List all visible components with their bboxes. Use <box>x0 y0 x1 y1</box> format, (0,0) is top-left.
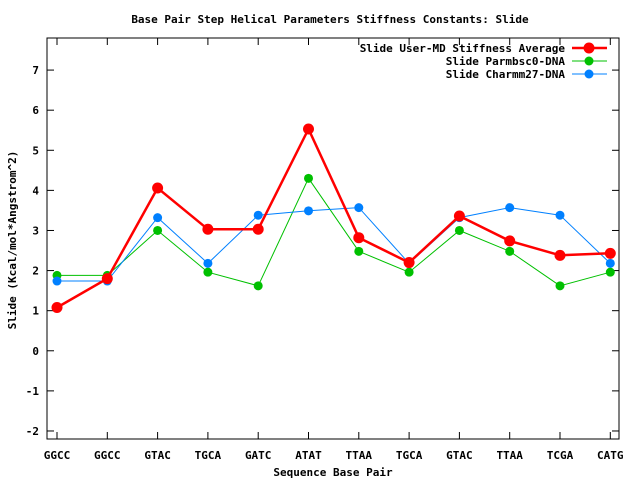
data-point-charmm27 <box>555 210 565 220</box>
x-tick-label: TTAA <box>496 449 523 462</box>
y-tick-label: -2 <box>26 425 39 438</box>
x-tick-label: TGCA <box>396 449 423 462</box>
x-tick-label: TCGA <box>547 449 574 462</box>
legend-swatch-marker <box>584 56 594 66</box>
data-point-parmbsc0 <box>253 281 263 291</box>
data-point-charmm27 <box>52 276 62 286</box>
data-point-user-md-average <box>353 232 365 244</box>
data-point-user-md-average <box>202 223 214 235</box>
data-point-charmm27 <box>253 210 263 220</box>
data-point-charmm27 <box>203 258 213 268</box>
data-point-charmm27 <box>354 203 364 213</box>
data-point-parmbsc0 <box>605 267 615 277</box>
series-line-user-md-average <box>56 126 611 309</box>
series-user-md-average <box>51 123 616 313</box>
x-axis-label: Sequence Base Pair <box>273 466 393 479</box>
data-point-user-md-average <box>152 182 164 194</box>
data-point-user-md-average <box>453 210 465 222</box>
y-tick-label: 6 <box>32 104 39 117</box>
legend-label: Slide User-MD Stiffness Average <box>360 42 566 55</box>
data-point-user-md-average <box>303 123 314 135</box>
x-tick-label: ATAT <box>295 449 322 462</box>
y-tick-label: 1 <box>32 305 39 318</box>
legend-swatch-marker <box>583 42 595 54</box>
series-layer <box>51 123 616 313</box>
legend-label: Slide Parmbsc0-DNA <box>446 55 566 68</box>
data-point-user-md-average <box>504 235 516 247</box>
data-point-charmm27 <box>605 258 615 268</box>
data-point-user-md-average <box>51 301 63 313</box>
data-point-parmbsc0 <box>454 225 464 235</box>
data-point-parmbsc0 <box>203 267 213 277</box>
data-point-parmbsc0 <box>404 267 414 277</box>
plot-frame <box>46 37 620 440</box>
data-point-charmm27 <box>304 206 313 216</box>
series-line-charmm27 <box>57 207 611 282</box>
data-point-parmbsc0 <box>153 225 163 235</box>
x-tick-label: CATG <box>597 449 624 462</box>
data-point-user-md-average <box>101 273 113 285</box>
legend-swatch-marker <box>584 69 594 79</box>
series-line-parmbsc0 <box>57 177 611 287</box>
x-tick-label: TGCA <box>195 449 222 462</box>
data-point-parmbsc0 <box>304 173 313 183</box>
data-point-user-md-average <box>554 249 566 261</box>
y-tick-label: 3 <box>32 224 39 237</box>
chart-title: Base Pair Step Helical Parameters Stiffn… <box>131 13 529 26</box>
x-tick-label: GATC <box>245 449 272 462</box>
x-tick-label: GGCC <box>44 449 71 462</box>
legend-label: Slide Charmm27-DNA <box>446 68 566 81</box>
series-parmbsc0 <box>52 173 615 291</box>
data-point-charmm27 <box>153 213 163 223</box>
data-point-parmbsc0 <box>555 281 565 291</box>
x-tick-label: GTAC <box>446 449 473 462</box>
data-point-user-md-average <box>252 223 264 235</box>
y-tick-label: -1 <box>26 385 40 398</box>
y-axis-label: Slide (Kcal/mol*Angstrom^2) <box>6 151 19 330</box>
y-tick-label: 5 <box>32 144 39 157</box>
y-tick-label: 4 <box>32 184 39 197</box>
x-tick-label: GGCC <box>94 449 121 462</box>
x-tick-label: TTAA <box>346 449 373 462</box>
data-point-user-md-average <box>403 257 415 269</box>
data-point-parmbsc0 <box>505 246 515 256</box>
y-tick-label: 7 <box>32 64 39 77</box>
data-point-user-md-average <box>604 247 616 259</box>
data-point-charmm27 <box>505 203 515 213</box>
ticks-layer: -2 -1 0 1 2 3 4 5 6 7 GGCC GGCC GTAC TGCA GATC ATAT TTAA… <box>26 38 624 462</box>
y-tick-label: 0 <box>32 345 39 358</box>
data-point-parmbsc0 <box>354 246 364 256</box>
y-tick-label: 2 <box>32 265 39 278</box>
x-tick-label: GTAC <box>144 449 171 462</box>
